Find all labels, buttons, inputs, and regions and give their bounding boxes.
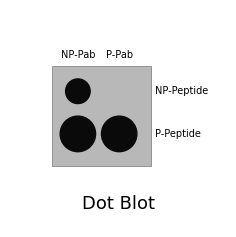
Circle shape [101, 116, 137, 152]
FancyBboxPatch shape [52, 66, 151, 166]
Text: Dot Blot: Dot Blot [81, 195, 155, 213]
Text: P-Peptide: P-Peptide [155, 129, 200, 139]
Circle shape [66, 79, 90, 104]
Circle shape [60, 116, 96, 152]
Text: NP-Pab: NP-Pab [61, 50, 95, 60]
Text: P-Pab: P-Pab [106, 50, 133, 60]
Text: NP-Peptide: NP-Peptide [155, 86, 208, 96]
